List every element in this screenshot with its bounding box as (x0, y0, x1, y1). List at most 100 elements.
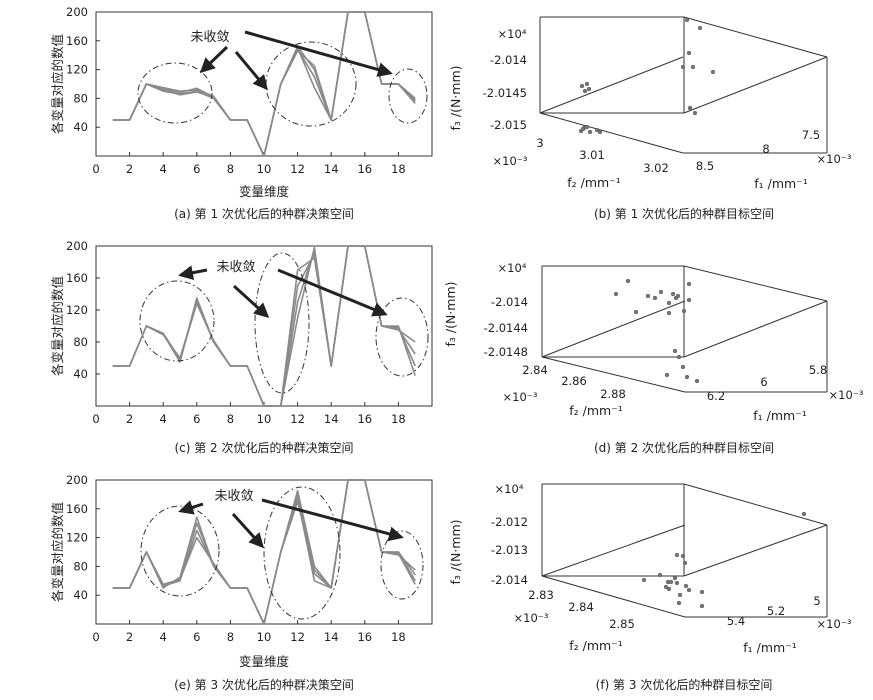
x-tick-label: 10 (257, 162, 272, 176)
box-edge (683, 524, 828, 577)
f2-tick-label: 2.84 (568, 600, 594, 614)
scatter-point (672, 348, 678, 354)
panel-caption: (e) 第 3 次优化后的种群决策空间 (174, 677, 354, 692)
y-tick-label: 40 (73, 588, 88, 602)
f1-tick-label: 5.8 (809, 363, 827, 377)
panel-b: -2.014 -2.0145 -2.015 ×10⁴ 3 3.01 3.02 ×10⁻³ 8.5… (448, 16, 852, 221)
x-tick-label: 4 (160, 162, 167, 176)
panel-d: -2.014 -2.0144 -2.0148 ×10⁴ 2.84 2.86 2.88 ×10⁻… (443, 261, 864, 455)
scatter-point (697, 25, 703, 31)
annotation-label: 未收敛 (190, 29, 229, 45)
scatter-point (690, 64, 696, 70)
series-line-4 (112, 11, 416, 157)
z-tick-label: -2.012 (491, 515, 528, 529)
x-tick-label: 2 (126, 412, 133, 426)
annotation-arrow (199, 45, 229, 74)
x-tick-label: 6 (193, 630, 200, 644)
z-axis-label: f₃ /(N·mm) (443, 281, 458, 346)
x-tick-label: 2 (126, 630, 133, 644)
f1-tick-label: 5.4 (727, 614, 745, 628)
annotation-label: 未收敛 (216, 259, 255, 275)
x-axis-label: 变量维度 (239, 654, 290, 669)
scatter-point (587, 129, 593, 135)
scatter-point (664, 372, 670, 378)
y-tick-label: 200 (66, 5, 88, 19)
x-tick-label: 18 (391, 630, 406, 644)
z-tick-label: -2.013 (491, 543, 528, 557)
panel-e: 0 2 4 6 8 10 12 14 16 18 40 80 120 160 200 未收敛各变量对应的数值变… (50, 473, 433, 692)
f1-axis-label: f₁ /mm⁻¹ (753, 408, 807, 423)
scatter-point (666, 586, 672, 592)
x-tick-label: 10 (257, 630, 272, 644)
panel-caption: (b) 第 1 次优化后的种群目标空间 (594, 206, 774, 221)
y-tick-label: 200 (66, 239, 88, 253)
z-tick-label: -2.0148 (484, 345, 528, 359)
x-tick-label: 0 (92, 162, 99, 176)
scatter-point (584, 124, 590, 130)
x-tick-label: 4 (160, 412, 167, 426)
y-axis-label: 各变量对应的数值 (50, 276, 65, 376)
f1-axis-label: f₁ /mm⁻¹ (743, 640, 797, 655)
scatter-point (684, 374, 690, 380)
scatter-point (681, 308, 687, 314)
scatter-point (645, 293, 651, 299)
f2-tick-label: 3 (536, 136, 543, 150)
x-tick-label: 2 (126, 162, 133, 176)
annotation-arrow (244, 30, 393, 77)
scatter-point (801, 511, 807, 517)
unconverged-region-ellipse (140, 505, 220, 597)
x-tick-label: 12 (290, 412, 305, 426)
f2-exponent: ×10⁻³ (514, 611, 549, 625)
scatter-point (674, 580, 680, 586)
scatter-point (663, 584, 669, 590)
x-tick-label: 14 (324, 412, 339, 426)
f2-tick-label: 2.84 (522, 363, 548, 377)
y-tick-label: 120 (66, 531, 88, 545)
scatter-point (699, 589, 705, 595)
scatter-point (694, 378, 700, 384)
f2-axis-label: f₂ /mm⁻¹ (567, 175, 621, 190)
z-axis-label: f₃ /(N·mm) (448, 65, 463, 130)
y-tick-label: 40 (73, 367, 88, 381)
x-tick-label: 10 (257, 412, 272, 426)
unconverged-region-ellipse (139, 280, 215, 362)
box-edge (683, 300, 828, 358)
annotation-arrow (231, 512, 265, 549)
scatter-point (668, 579, 674, 585)
f1-tick-label: 7.5 (802, 128, 820, 142)
x-tick-label: 6 (193, 412, 200, 426)
scatter-point (676, 354, 682, 360)
unconverged-region-ellipse (254, 252, 310, 394)
y-axis-label: 各变量对应的数值 (50, 34, 65, 134)
box-edge (541, 575, 686, 618)
scatter-point (670, 291, 676, 297)
scatter-point (677, 592, 683, 598)
box-edge (539, 112, 684, 154)
unconverged-region-ellipse (388, 68, 428, 124)
annotation-label: 未收敛 (214, 488, 253, 504)
f2-exponent: ×10⁻³ (503, 390, 538, 404)
scatter-point (584, 81, 590, 87)
x-tick-label: 8 (227, 412, 234, 426)
scatter-point (692, 110, 698, 116)
f1-exponent: ×10⁻³ (817, 617, 852, 631)
box-edge (683, 483, 828, 526)
unconverged-region-ellipse (380, 530, 424, 600)
y-tick-label: 80 (73, 91, 88, 105)
f1-tick-label: 6 (760, 375, 767, 389)
scatter-point (672, 575, 678, 581)
y-tick-label: 160 (66, 271, 88, 285)
x-tick-label: 16 (357, 412, 372, 426)
y-tick-label: 160 (66, 502, 88, 516)
y-tick-label: 80 (73, 335, 88, 349)
f2-tick-label: 3.02 (643, 161, 669, 175)
scatter-point (580, 126, 586, 132)
box-edge (683, 16, 828, 58)
f1-tick-label: 5 (813, 594, 820, 608)
z-tick-label: -2.0144 (484, 321, 528, 335)
x-tick-label: 16 (357, 162, 372, 176)
y-tick-label: 80 (73, 559, 88, 573)
scatter-point (680, 364, 686, 370)
x-tick-label: 18 (391, 412, 406, 426)
x-tick-label: 0 (92, 630, 99, 644)
